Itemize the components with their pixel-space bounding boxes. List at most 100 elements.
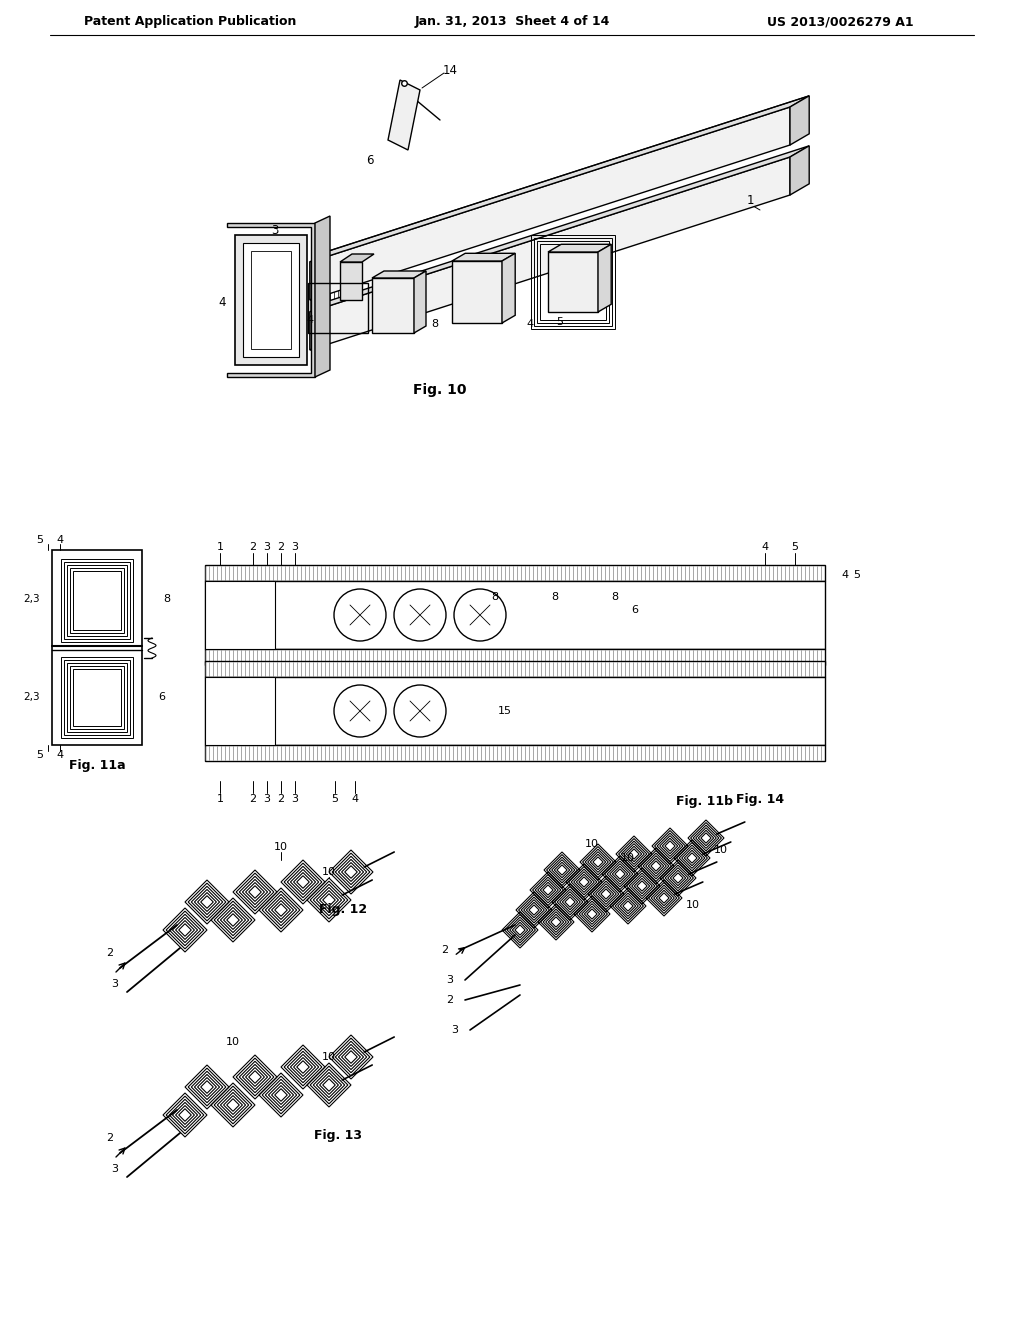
Text: 8: 8 [552, 591, 558, 602]
Text: 4: 4 [56, 535, 63, 545]
Polygon shape [227, 223, 315, 378]
Text: 3: 3 [452, 1026, 459, 1035]
Polygon shape [61, 657, 133, 738]
Text: 2: 2 [278, 543, 285, 552]
Text: 5: 5 [556, 317, 563, 327]
Polygon shape [548, 244, 611, 252]
Text: 2,3: 2,3 [24, 594, 40, 605]
Text: 5: 5 [792, 543, 799, 552]
Text: 3: 3 [263, 795, 270, 804]
Text: Fig. 13: Fig. 13 [314, 1129, 362, 1142]
Polygon shape [234, 235, 307, 366]
Text: 10: 10 [621, 853, 635, 863]
Text: 2: 2 [446, 995, 454, 1005]
Text: 3: 3 [271, 223, 279, 236]
Polygon shape [310, 107, 790, 300]
Text: Fig. 12: Fig. 12 [318, 903, 367, 916]
Polygon shape [372, 279, 414, 333]
Text: 6: 6 [367, 153, 374, 166]
Text: 4: 4 [306, 315, 313, 325]
Polygon shape [205, 661, 825, 677]
Polygon shape [205, 565, 825, 581]
Text: 4: 4 [218, 296, 225, 309]
Polygon shape [502, 253, 515, 323]
Polygon shape [598, 244, 611, 312]
Text: 5: 5 [37, 750, 43, 760]
Text: 4: 4 [762, 543, 769, 552]
Polygon shape [70, 667, 124, 729]
Polygon shape [452, 253, 515, 261]
Text: 10: 10 [585, 840, 599, 849]
Text: 4: 4 [351, 795, 358, 804]
Polygon shape [548, 252, 598, 312]
Text: 3: 3 [292, 795, 299, 804]
Text: 8: 8 [611, 591, 618, 602]
Polygon shape [388, 81, 420, 150]
Text: US 2013/0026279 A1: US 2013/0026279 A1 [767, 16, 913, 29]
Polygon shape [452, 261, 502, 323]
Text: 10: 10 [686, 900, 700, 909]
Text: 2: 2 [250, 795, 257, 804]
Polygon shape [340, 261, 362, 300]
Text: 10: 10 [322, 1052, 336, 1063]
Text: 4: 4 [56, 750, 63, 760]
Text: 3: 3 [292, 543, 299, 552]
Text: Fig. 14: Fig. 14 [736, 793, 784, 807]
Text: 10: 10 [274, 842, 288, 851]
Text: 1: 1 [391, 108, 398, 121]
Text: 8: 8 [164, 594, 171, 605]
Text: 1: 1 [746, 194, 754, 206]
Text: Fig. 11a: Fig. 11a [69, 759, 125, 771]
Text: 2: 2 [254, 243, 262, 256]
Polygon shape [329, 96, 809, 251]
Text: S: S [388, 300, 398, 313]
Text: 3: 3 [263, 543, 270, 552]
Polygon shape [790, 145, 809, 195]
Text: N: N [471, 285, 482, 300]
Polygon shape [61, 558, 133, 642]
Text: 2: 2 [250, 543, 257, 552]
Polygon shape [310, 251, 329, 300]
Text: 2: 2 [239, 265, 246, 279]
Text: 10: 10 [714, 845, 728, 855]
Text: 5: 5 [853, 570, 860, 579]
Polygon shape [70, 568, 124, 634]
Text: 2: 2 [106, 1133, 114, 1143]
Text: Fig. 11b: Fig. 11b [677, 795, 733, 808]
Polygon shape [310, 96, 809, 261]
Text: 3: 3 [112, 979, 119, 989]
Polygon shape [52, 550, 142, 744]
Text: 5: 5 [37, 535, 43, 545]
Text: Fig. 10: Fig. 10 [414, 383, 467, 397]
Text: 3: 3 [446, 975, 454, 985]
Text: 10: 10 [226, 1038, 240, 1047]
Text: 5: 5 [332, 795, 339, 804]
Text: S: S [568, 275, 578, 289]
Polygon shape [73, 669, 121, 726]
Polygon shape [73, 572, 121, 630]
Polygon shape [310, 157, 790, 350]
Polygon shape [205, 581, 825, 649]
Polygon shape [67, 663, 127, 733]
Polygon shape [340, 253, 374, 261]
Text: 10: 10 [322, 867, 336, 876]
Polygon shape [205, 744, 825, 762]
Text: 2,3: 2,3 [24, 692, 40, 702]
Polygon shape [790, 96, 809, 145]
Polygon shape [67, 565, 127, 636]
Text: 2: 2 [106, 948, 114, 958]
Text: 1: 1 [216, 543, 223, 552]
Text: 14: 14 [442, 63, 458, 77]
Polygon shape [205, 677, 825, 744]
Text: 8: 8 [431, 319, 438, 329]
Polygon shape [205, 677, 275, 744]
Text: 15: 15 [498, 706, 512, 715]
Polygon shape [414, 271, 426, 333]
Polygon shape [63, 562, 130, 639]
Polygon shape [372, 271, 426, 279]
Text: Patent Application Publication: Patent Application Publication [84, 16, 296, 29]
Polygon shape [310, 301, 329, 350]
Polygon shape [315, 216, 330, 378]
Text: 6: 6 [159, 692, 166, 702]
Text: 3: 3 [112, 1164, 119, 1173]
